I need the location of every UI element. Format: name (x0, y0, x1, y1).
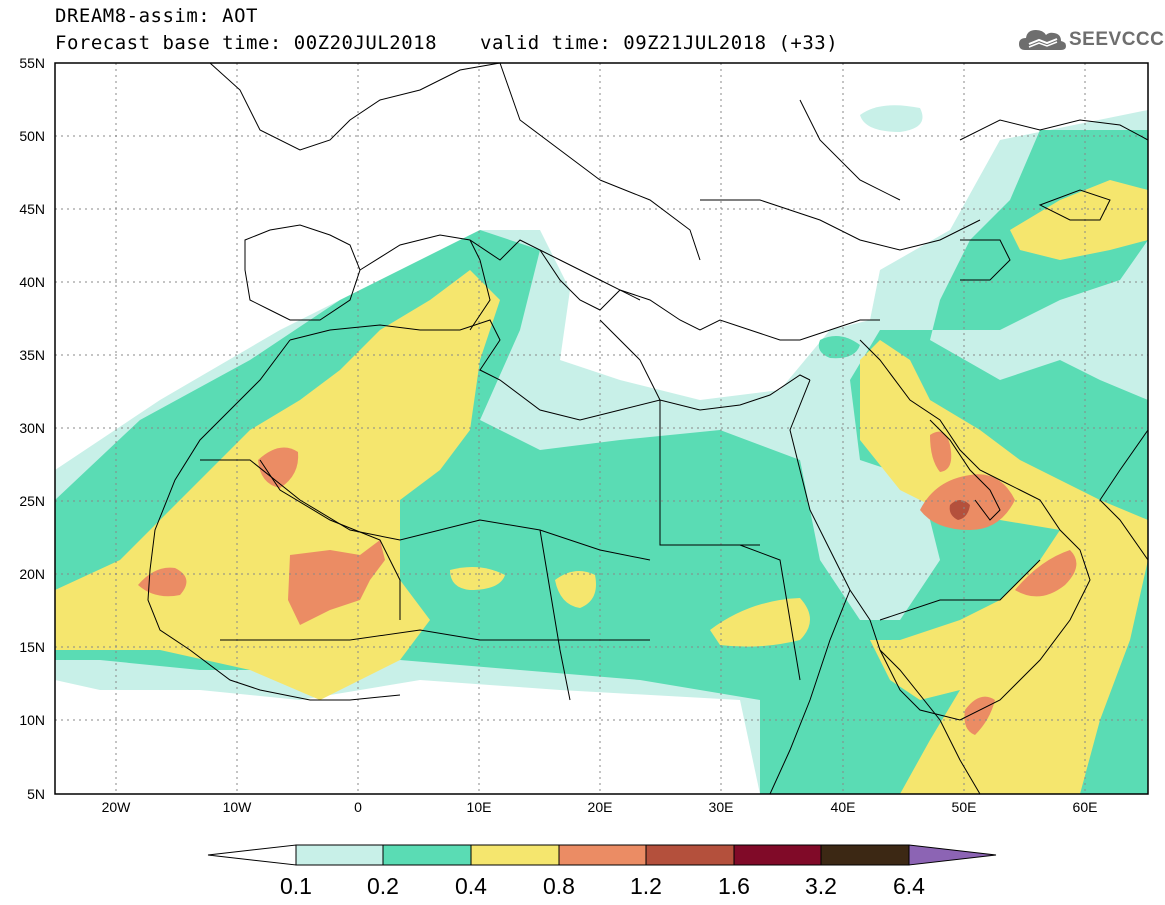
lat-label: 35N (19, 347, 45, 363)
lat-label: 30N (19, 420, 45, 436)
aot-level-0.8 (288, 540, 385, 625)
lon-label: 0 (354, 799, 362, 815)
aot-level-0.1 (860, 105, 923, 132)
colorbar-segment (295, 844, 384, 866)
colorbar: 0.1 0.2 0.4 0.8 1.2 1.6 3.2 6.4 (207, 844, 997, 899)
lat-label: 15N (19, 639, 45, 655)
lat-label: 5N (27, 786, 45, 802)
seevccc-logo: SEEVCCC (1017, 22, 1164, 58)
valid-time: valid time: 09Z21JUL2018 (+33) (480, 32, 839, 54)
colorbar-segment (382, 844, 472, 866)
aot-level-0.8 (1015, 550, 1077, 597)
colorbar-label: 0.2 (367, 873, 399, 899)
lat-label: 40N (19, 274, 45, 290)
cloud-icon (1019, 30, 1066, 50)
colorbar-segment (645, 844, 735, 866)
lon-axis: 20W 10W 0 10E 20E 30E 40E 50E 60E (102, 799, 1098, 815)
lat-label: 55N (19, 55, 45, 71)
map-title: DREAM8-assim: AOT (55, 5, 258, 27)
coastlines (147, 63, 1148, 794)
colorbar-segment (558, 844, 647, 866)
lat-label: 20N (19, 566, 45, 582)
colorbar-label: 0.1 (280, 873, 312, 899)
colorbar-under-arrow (207, 844, 297, 866)
aot-level-1.2 (949, 500, 970, 520)
colorbar-label: 3.2 (805, 873, 837, 899)
map-grid (55, 63, 1148, 794)
colorbar-label: 1.6 (718, 873, 750, 899)
lat-label: 50N (19, 128, 45, 144)
lon-label: 40E (831, 799, 856, 815)
forecast-base-time: Forecast base time: 00Z20JUL2018 (55, 32, 438, 54)
lon-label: 20E (588, 799, 613, 815)
colorbar-over-arrow (908, 844, 997, 866)
colorbar-segment (820, 844, 910, 866)
aot-contours (55, 63, 1148, 794)
aot-level-0.4 (555, 571, 596, 608)
aot-level-0.4 (450, 566, 505, 590)
colorbar-label: 6.4 (893, 873, 925, 899)
colorbar-segment (470, 844, 560, 866)
aot-level-0.8 (930, 431, 952, 472)
lon-label: 60E (1073, 799, 1098, 815)
colorbar-label: 0.8 (543, 873, 575, 899)
lon-label: 50E (952, 799, 977, 815)
colorbar-label: 0.4 (455, 873, 487, 899)
lat-label: 25N (19, 493, 45, 509)
colorbar-segment (733, 844, 822, 866)
lon-label: 30E (709, 799, 734, 815)
aot-level-0.8 (920, 474, 1015, 530)
aot-level-0.2 (818, 336, 860, 359)
aot-level-0.8 (258, 447, 299, 488)
colorbar-label: 1.2 (630, 873, 662, 899)
map-frame (54, 62, 1149, 795)
lon-label: 10E (467, 799, 492, 815)
lat-label: 10N (19, 712, 45, 728)
logo-text: SEEVCCC (1069, 29, 1165, 50)
aot-level-0.4 (710, 598, 810, 647)
aot-map: 55N 50N 45N 40N 35N 30N 25N 20N 15N 10N … (19, 55, 1149, 815)
lat-axis: 55N 50N 45N 40N 35N 30N 25N 20N 15N 10N … (19, 55, 45, 802)
lat-label: 45N (19, 201, 45, 217)
lon-label: 10W (223, 799, 253, 815)
lon-label: 20W (102, 799, 132, 815)
